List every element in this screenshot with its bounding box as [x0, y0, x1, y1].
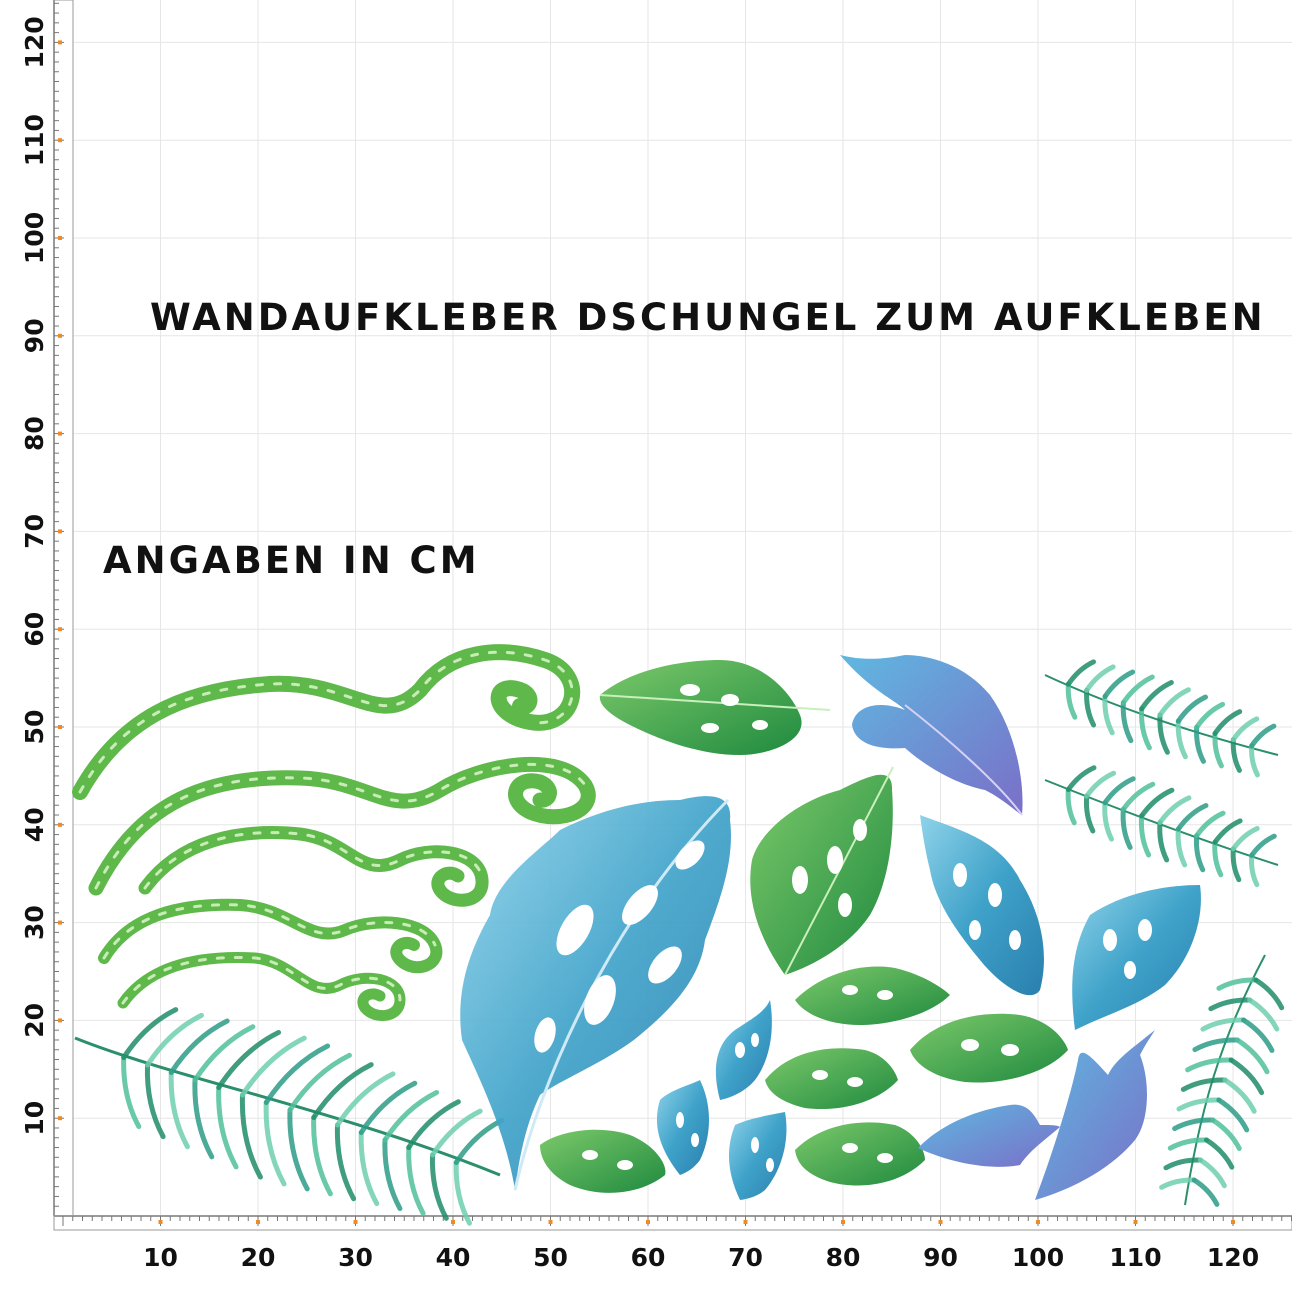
swirl-vine	[117, 952, 406, 1021]
monstera-leaf-green	[540, 1129, 666, 1193]
monstera-leaf-blue	[920, 815, 1044, 996]
swirl-vine	[138, 826, 489, 907]
x-axis-labels: 10 20 30 40 50 60 70 80 90 100 110 120	[143, 1243, 1259, 1272]
monstera-leaf-blue	[728, 1112, 787, 1200]
monstera-leaf-green	[750, 766, 894, 976]
y-axis-label: 40	[20, 807, 49, 842]
palm-frond-mid-right	[1044, 765, 1279, 888]
swirl-vine	[72, 644, 581, 800]
monstera-leaf-blue	[1072, 885, 1201, 1030]
horizontal-ruler	[53, 1215, 1292, 1231]
monstera-leaf-green	[910, 1013, 1068, 1083]
background-grid	[62, 0, 1292, 1217]
x-axis-label: 10	[143, 1243, 178, 1272]
y-axis-label: 70	[20, 514, 49, 549]
swirl-vines	[72, 644, 596, 1021]
x-axis-label: 40	[436, 1243, 471, 1272]
swirl-vine	[88, 756, 596, 896]
x-axis-label: 120	[1207, 1243, 1259, 1272]
y-axis-label: 80	[20, 416, 49, 451]
vertical-ruler	[53, 0, 74, 1217]
unit-note: ANGABEN IN CM	[103, 539, 480, 582]
y-axis-label: 60	[20, 612, 49, 647]
monstera-leaf-green	[765, 1048, 898, 1110]
y-axis-label: 110	[20, 114, 49, 166]
y-axis-label: 20	[20, 1003, 49, 1038]
x-axis-label: 110	[1109, 1243, 1161, 1272]
y-axis-labels: 10 20 30 40 50 60 70 80 90 100 110 120	[20, 16, 49, 1135]
x-axis-label: 100	[1012, 1243, 1064, 1272]
y-axis-label: 120	[20, 16, 49, 68]
monstera-leaf-blue	[656, 1080, 709, 1175]
palm-frond-bottom-left	[74, 1007, 505, 1226]
monstera-leaf-green	[599, 660, 831, 755]
palm-frond-top-right	[1044, 659, 1279, 778]
monstera-leaf-green	[795, 966, 950, 1025]
x-axis-label: 50	[533, 1243, 568, 1272]
x-axis-label: 70	[728, 1243, 763, 1272]
y-axis-label: 10	[20, 1101, 49, 1136]
anthurium-leaf-purple-blue	[918, 1104, 1060, 1167]
x-axis-label: 80	[826, 1243, 861, 1272]
y-axis-label: 100	[20, 212, 49, 264]
x-axis-label: 90	[923, 1243, 958, 1272]
y-axis-label: 30	[20, 905, 49, 940]
swirl-vine	[98, 898, 443, 974]
monstera-leaf-large-blue	[460, 796, 731, 1191]
x-axis-label: 20	[241, 1243, 276, 1272]
monstera-leaf-blue	[715, 1000, 772, 1100]
page-title: WANDAUFKLEBER DSCHUNGEL ZUM AUFKLEBEN	[150, 296, 1266, 339]
palm-frond-bottom-right	[1159, 954, 1285, 1207]
y-axis-label: 50	[20, 710, 49, 745]
y-axis-label: 90	[20, 318, 49, 353]
monstera-leaf-green	[795, 1122, 925, 1186]
x-axis-label: 30	[338, 1243, 373, 1272]
anthurium-leaf-purple-blue	[1035, 1030, 1155, 1200]
x-axis-label: 60	[631, 1243, 666, 1272]
anthurium-leaf-purple-blue	[840, 655, 1023, 816]
